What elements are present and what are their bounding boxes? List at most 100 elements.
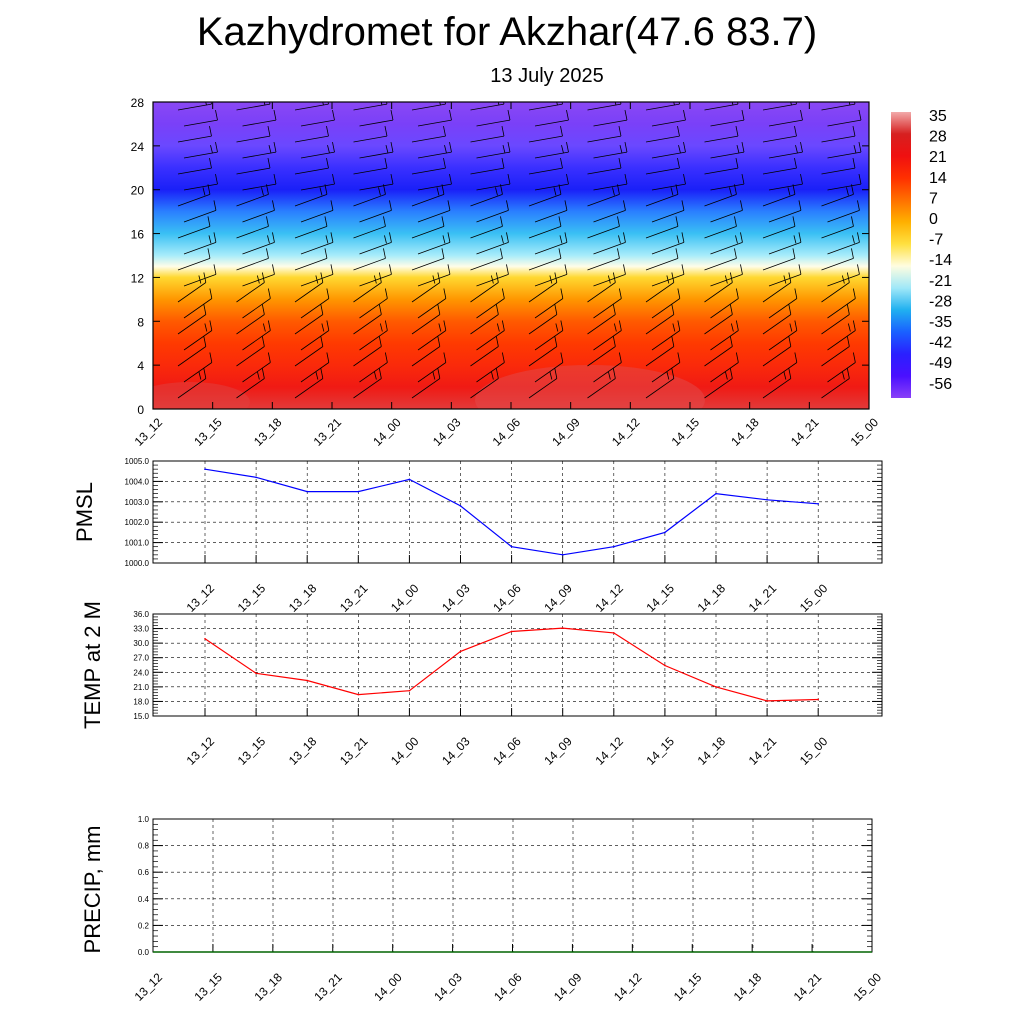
x-tick-label: 14_18 bbox=[728, 415, 762, 449]
barb-flag bbox=[618, 320, 622, 331]
wind-barb bbox=[417, 174, 452, 191]
wind-barb bbox=[704, 126, 739, 143]
barb-shaft bbox=[177, 314, 207, 335]
barb-shaft bbox=[359, 241, 392, 255]
barb-flag bbox=[671, 368, 675, 379]
barb-flag bbox=[380, 102, 383, 106]
barb-flag bbox=[906, 97, 908, 105]
x-tick-label: 14_00 bbox=[388, 734, 422, 768]
wind-barb bbox=[294, 304, 324, 335]
wind-barbs bbox=[177, 97, 914, 399]
barb-shaft bbox=[236, 314, 265, 335]
barb-flag bbox=[320, 336, 324, 347]
barb-flag bbox=[852, 126, 856, 137]
y-tick-label: 0.8 bbox=[138, 842, 150, 851]
data-point bbox=[715, 492, 717, 495]
y-tick-label: 1004.0 bbox=[125, 477, 150, 486]
wind-barb bbox=[359, 200, 392, 223]
barb-shaft bbox=[177, 282, 207, 303]
data-point bbox=[306, 679, 309, 682]
data-point bbox=[204, 468, 206, 470]
barb-shaft bbox=[704, 135, 739, 143]
barb-flag bbox=[740, 264, 743, 275]
barb-flag bbox=[501, 158, 505, 169]
barb-shaft bbox=[534, 119, 569, 127]
page-title: Kazhydromet for Akzhar(47.6 83.7) bbox=[196, 10, 818, 54]
barb-flag bbox=[326, 352, 330, 363]
barb-shaft bbox=[236, 225, 269, 239]
barb-flag bbox=[267, 235, 270, 244]
barb-shaft bbox=[353, 103, 388, 111]
x-tick-label: 14_06 bbox=[491, 970, 525, 1004]
wind-barb bbox=[710, 352, 739, 383]
x-tick-label: 13_18 bbox=[251, 415, 285, 449]
barb-flag bbox=[324, 248, 328, 259]
barb-flag bbox=[378, 272, 382, 283]
barb-flag bbox=[675, 216, 679, 227]
barb-shaft bbox=[470, 378, 499, 399]
wind-barb bbox=[236, 248, 269, 271]
barb-shaft bbox=[294, 282, 324, 303]
barb-flag bbox=[851, 248, 854, 259]
wind-barb bbox=[411, 158, 446, 175]
barb-flag bbox=[384, 235, 387, 244]
barb-flag bbox=[729, 336, 733, 347]
y-tick-label: 12 bbox=[131, 271, 145, 285]
wind-barb bbox=[242, 174, 277, 191]
x-tick-label: 14_03 bbox=[431, 970, 465, 1004]
barb-shaft bbox=[593, 119, 628, 127]
wind-barb bbox=[528, 216, 562, 239]
barb-shaft bbox=[294, 135, 329, 143]
wind-barb bbox=[177, 368, 207, 399]
data-point bbox=[357, 490, 360, 493]
x-tick-label: 14_09 bbox=[551, 970, 585, 1004]
colorbar-label: 35 bbox=[929, 108, 947, 125]
barb-flag bbox=[911, 235, 913, 243]
wind-barb bbox=[300, 352, 330, 383]
barb-flag bbox=[438, 323, 442, 332]
wind-barb bbox=[768, 110, 803, 127]
wind-barb bbox=[177, 248, 211, 271]
barb-shaft bbox=[593, 362, 622, 383]
wind-barb bbox=[704, 336, 733, 367]
x-tick-label: 14_03 bbox=[439, 734, 473, 768]
barb-flag bbox=[215, 110, 218, 121]
wind-barb bbox=[359, 174, 394, 191]
barb-shaft bbox=[587, 257, 620, 271]
barb-shaft bbox=[821, 193, 854, 207]
barb-flag bbox=[858, 142, 862, 153]
barb-shaft bbox=[294, 103, 329, 111]
y-tick-label: 0.6 bbox=[138, 868, 150, 877]
colorbar-label: -56 bbox=[929, 376, 952, 393]
barb-flag bbox=[210, 144, 213, 154]
barb-flag bbox=[495, 187, 498, 196]
y-axis-title: TEMP at 2 M bbox=[80, 601, 105, 729]
wind-barb bbox=[651, 320, 681, 351]
wind-barb bbox=[710, 174, 745, 191]
barb-shaft bbox=[411, 346, 441, 367]
barb-flag bbox=[734, 248, 737, 259]
wind-barb bbox=[528, 126, 563, 143]
colorbar-label: 28 bbox=[929, 129, 947, 146]
wind-barb bbox=[528, 336, 558, 367]
barb-flag bbox=[911, 158, 913, 168]
wind-barb bbox=[236, 304, 265, 335]
wind-barb bbox=[177, 158, 212, 175]
barb-flag bbox=[273, 142, 277, 153]
barb-flag bbox=[911, 126, 913, 136]
barb-shaft bbox=[177, 346, 207, 367]
barb-shaft bbox=[593, 241, 626, 255]
barb-shaft bbox=[587, 225, 620, 239]
barb-shaft bbox=[821, 346, 850, 367]
barb-flag bbox=[330, 232, 334, 243]
wind-barb bbox=[242, 232, 275, 255]
wind-barb bbox=[534, 232, 568, 255]
temp-panel: 15.0 18.0 21.0 24.0 27.0 30.0 33.0 36.0 13_12 13_… bbox=[80, 601, 883, 768]
barb-shaft bbox=[177, 257, 211, 271]
barb-shaft bbox=[470, 135, 505, 143]
barb-shaft bbox=[236, 257, 269, 271]
barb-flag bbox=[912, 352, 914, 362]
x-tick-label: 14_06 bbox=[490, 415, 524, 449]
barb-shaft bbox=[183, 330, 213, 351]
x-tick-label: 14_09 bbox=[549, 415, 583, 449]
